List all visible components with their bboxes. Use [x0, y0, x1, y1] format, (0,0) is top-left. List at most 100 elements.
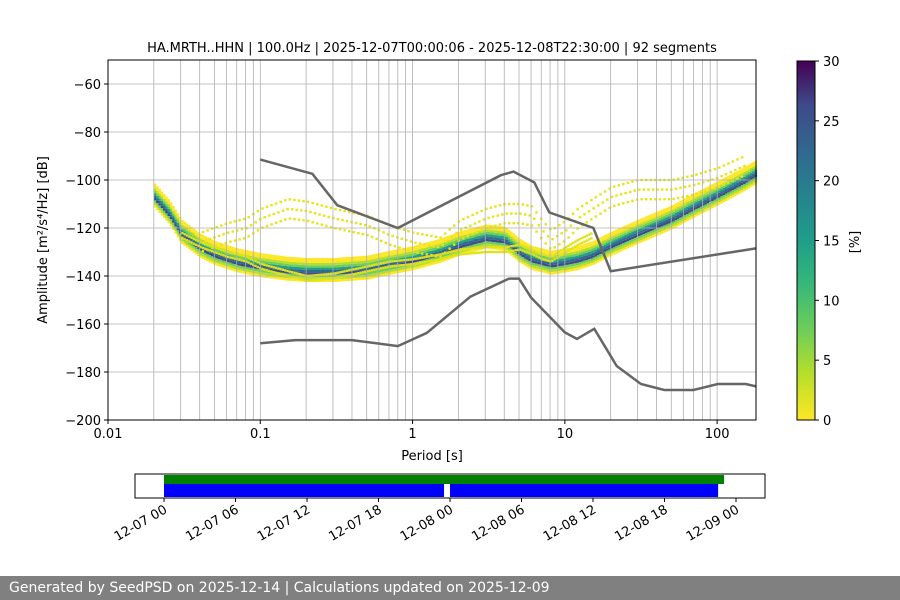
psd-cell: [473, 222, 477, 225]
psd-cell: [599, 258, 602, 262]
psd-cell: [590, 248, 593, 252]
psd-cell: [352, 263, 356, 267]
psd-cell: [660, 228, 664, 232]
psd-cell: [729, 193, 732, 197]
psd-cell: [718, 202, 721, 205]
psd-cell: [302, 199, 305, 203]
psd-cell: [608, 232, 611, 236]
psd-cell: [517, 246, 520, 250]
psd-cell: [635, 198, 639, 201]
psd-cell: [320, 278, 324, 281]
psd-cell: [654, 217, 657, 220]
psd-cell: [268, 214, 271, 217]
psd-cell: [288, 268, 292, 272]
psd-cell: [238, 251, 241, 254]
psd-cell: [501, 226, 504, 229]
psd-cell: [660, 209, 664, 213]
psd-cell: [188, 232, 191, 235]
psd-cell: [537, 224, 541, 227]
psd-cell: [421, 252, 424, 255]
psd-cell: [578, 250, 582, 253]
psd-cell: [395, 264, 399, 267]
psd-cell: [631, 232, 634, 235]
psd-cell: [462, 217, 465, 221]
psd-cell: [204, 240, 207, 244]
psd-cell: [546, 266, 550, 270]
psd-cell: [233, 269, 237, 272]
psd-cell: [226, 259, 230, 263]
psd-cell: [505, 232, 509, 236]
psd-cell: [553, 267, 557, 270]
psd-cell: [612, 230, 616, 233]
psd-cell: [416, 244, 420, 248]
psd-cell: [363, 272, 367, 275]
psd-cell: [441, 237, 445, 241]
psd-cell: [571, 254, 575, 257]
psd-cell: [165, 208, 168, 212]
psd-cell: [393, 257, 397, 260]
psd-cell: [233, 257, 237, 260]
psd-cell: [302, 257, 305, 261]
psd-cell: [530, 262, 534, 266]
psd-cell: [391, 252, 394, 256]
psd-cell: [206, 256, 209, 259]
psd-cell: [370, 261, 374, 265]
psd-cell: [256, 274, 260, 277]
psd-cell: [325, 258, 328, 261]
psd-cell: [343, 229, 346, 232]
psd-cell: [174, 228, 177, 232]
psd-cell: [265, 258, 269, 262]
psd-cell: [560, 263, 563, 266]
psd-cell: [644, 221, 648, 224]
psd-cell: [565, 248, 568, 251]
noise-model-nhnm: [259, 158, 757, 273]
psd-cell: [165, 206, 168, 209]
psd-cell: [407, 247, 410, 250]
psd-cell: [215, 251, 218, 255]
psd-cell: [172, 227, 175, 230]
psd-cell: [343, 276, 346, 279]
psd-cell: [562, 263, 566, 266]
psd-cell: [265, 224, 269, 228]
psd-cell: [496, 230, 499, 234]
psd-cell: [215, 258, 218, 261]
psd-cell: [242, 259, 246, 263]
psd-cell: [596, 257, 600, 261]
psd-cell: [256, 271, 260, 275]
psd-cell: [697, 212, 700, 216]
psd-cell: [635, 179, 639, 182]
psd-cell: [169, 216, 173, 220]
psd-cell: [638, 240, 641, 244]
psd-cell: [535, 211, 538, 214]
psd-cell: [478, 226, 481, 229]
psd-cell: [240, 249, 244, 252]
psd-cell: [681, 202, 684, 205]
psd-cell: [416, 232, 420, 235]
psd-cell: [194, 249, 198, 253]
psd-cell: [231, 256, 234, 260]
psd-cell: [729, 186, 732, 189]
psd-cell: [619, 229, 623, 233]
psd-cell: [201, 244, 205, 248]
psd-cell: [658, 222, 662, 225]
psd-cell: [722, 185, 726, 188]
psd-cell: [478, 251, 481, 254]
psd-cell: [455, 244, 458, 248]
psd-cell: [434, 249, 438, 253]
psd-cell: [587, 210, 591, 213]
psd-cell: [220, 257, 223, 260]
psd-cell: [681, 216, 684, 219]
psd-cell: [594, 246, 598, 250]
psd-cell: [663, 230, 666, 233]
psd-cell: [553, 259, 557, 263]
psd-cell: [316, 258, 319, 261]
psd-cell: [649, 219, 653, 222]
psd-cell: [674, 210, 678, 213]
psd-cell: [224, 250, 228, 253]
psd-cell: [274, 259, 278, 263]
psd-cell: [343, 262, 346, 265]
psd-cell: [405, 263, 408, 266]
psd-cell: [690, 204, 694, 207]
psd-cell: [494, 250, 497, 254]
psd-cell: [277, 260, 280, 263]
